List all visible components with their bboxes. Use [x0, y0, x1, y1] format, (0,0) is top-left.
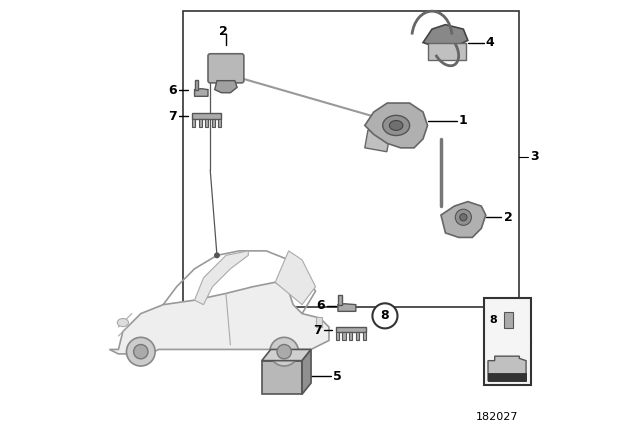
Text: 2: 2	[220, 25, 228, 38]
Bar	[218, 119, 221, 127]
Bar	[338, 295, 342, 305]
Bar	[356, 332, 359, 340]
Text: 3: 3	[531, 150, 539, 164]
Bar	[212, 119, 215, 127]
Bar	[342, 332, 346, 340]
Ellipse shape	[383, 116, 410, 135]
Text: 6: 6	[316, 299, 324, 313]
Ellipse shape	[117, 319, 129, 327]
Circle shape	[277, 345, 291, 359]
Polygon shape	[262, 349, 311, 361]
Bar	[363, 332, 366, 340]
Text: 8: 8	[381, 309, 389, 323]
Polygon shape	[441, 202, 486, 237]
Circle shape	[134, 345, 148, 359]
Text: 7: 7	[168, 110, 177, 123]
Polygon shape	[215, 81, 237, 93]
Circle shape	[215, 253, 220, 258]
Bar	[365, 130, 390, 152]
Polygon shape	[109, 282, 329, 354]
Bar	[336, 332, 339, 340]
Circle shape	[372, 303, 397, 328]
Bar	[336, 327, 366, 332]
Polygon shape	[302, 349, 311, 394]
Circle shape	[455, 209, 472, 225]
Bar	[316, 317, 323, 327]
Bar	[199, 119, 202, 127]
Bar	[504, 312, 513, 328]
Polygon shape	[338, 304, 356, 311]
Polygon shape	[195, 251, 248, 305]
Bar	[484, 298, 531, 385]
Text: 7: 7	[314, 323, 323, 337]
Bar	[262, 361, 302, 394]
FancyBboxPatch shape	[208, 54, 244, 83]
Text: 2: 2	[504, 211, 513, 224]
Bar	[349, 332, 353, 340]
Bar	[205, 119, 209, 127]
Text: 5: 5	[333, 370, 342, 383]
Ellipse shape	[389, 121, 403, 130]
Bar	[192, 119, 195, 127]
Circle shape	[127, 337, 155, 366]
Bar	[428, 43, 466, 60]
Circle shape	[460, 214, 467, 221]
Polygon shape	[488, 356, 526, 381]
Circle shape	[270, 337, 298, 366]
Bar	[192, 113, 221, 119]
Bar	[488, 373, 526, 381]
Text: 1: 1	[459, 114, 468, 128]
Polygon shape	[195, 89, 208, 96]
Bar	[184, 11, 520, 307]
Bar	[195, 80, 198, 90]
Text: 182027: 182027	[476, 412, 518, 422]
Polygon shape	[275, 251, 316, 305]
Polygon shape	[423, 25, 468, 47]
Text: 6: 6	[168, 84, 177, 97]
Polygon shape	[365, 103, 428, 148]
Text: 4: 4	[486, 36, 495, 49]
Text: 8: 8	[489, 315, 497, 325]
